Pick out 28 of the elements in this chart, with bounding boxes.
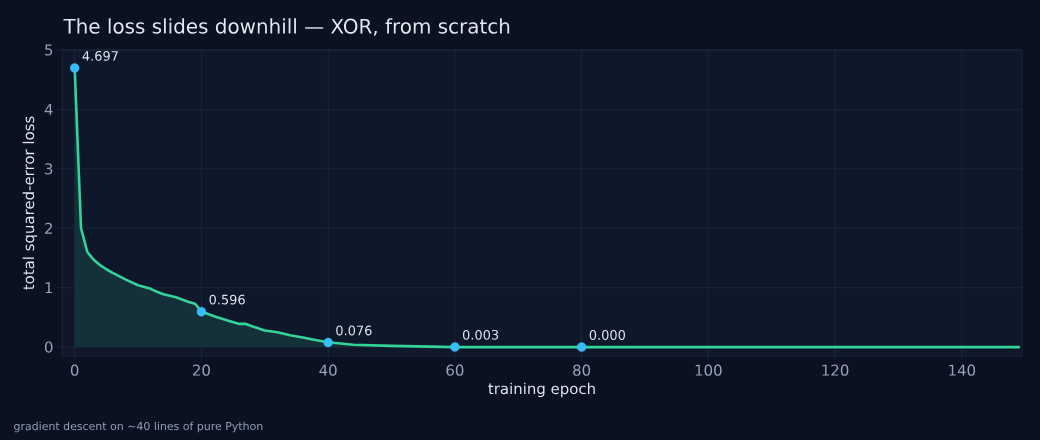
data-label: 4.697 (82, 51, 118, 61)
y-tick-label: 5 (45, 44, 53, 56)
x-tick-label: 20 (192, 364, 210, 376)
point (323, 337, 333, 348)
x-axis-title: training epoch (488, 382, 595, 398)
x-tick-label: 40 (319, 364, 337, 376)
point (576, 342, 587, 352)
y-tick-label: 0 (44, 341, 53, 353)
x-tick-label: 0 (70, 364, 79, 376)
point (196, 306, 207, 317)
chart-title: The loss slides downhill — XOR, from scratch (63, 18, 510, 36)
data-label: 0.003 (462, 329, 499, 340)
data-label: 0.076 (336, 325, 372, 336)
point (450, 342, 460, 352)
x-tick-label: 60 (446, 364, 464, 376)
y-tick-label: 3 (45, 163, 53, 175)
point (69, 63, 80, 73)
y-tick-label: 2 (45, 222, 52, 234)
y-axis-title: total squared-error loss (22, 116, 38, 290)
x-tick-label: 120 (822, 364, 849, 376)
x-tick-label: 80 (573, 364, 591, 376)
data-label: 0.596 (209, 294, 245, 305)
text: gradient descent on ~40 lines of pure Python (14, 421, 263, 433)
y-tick-label: 4 (44, 103, 53, 115)
x-tick-label: 100 (695, 364, 722, 376)
x-tick-label: 140 (949, 364, 976, 376)
y-tick-label: 1 (45, 282, 53, 294)
data-label: 0.000 (589, 330, 626, 340)
